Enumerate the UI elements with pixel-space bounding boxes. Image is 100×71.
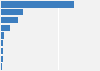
Bar bbox=[1, 63, 2, 70]
Bar bbox=[1, 25, 10, 31]
Bar bbox=[1, 32, 4, 39]
Bar bbox=[1, 48, 3, 54]
Bar bbox=[1, 56, 3, 62]
Bar bbox=[1, 17, 18, 23]
Bar bbox=[1, 9, 23, 15]
Bar bbox=[1, 40, 4, 46]
Bar bbox=[1, 1, 74, 8]
